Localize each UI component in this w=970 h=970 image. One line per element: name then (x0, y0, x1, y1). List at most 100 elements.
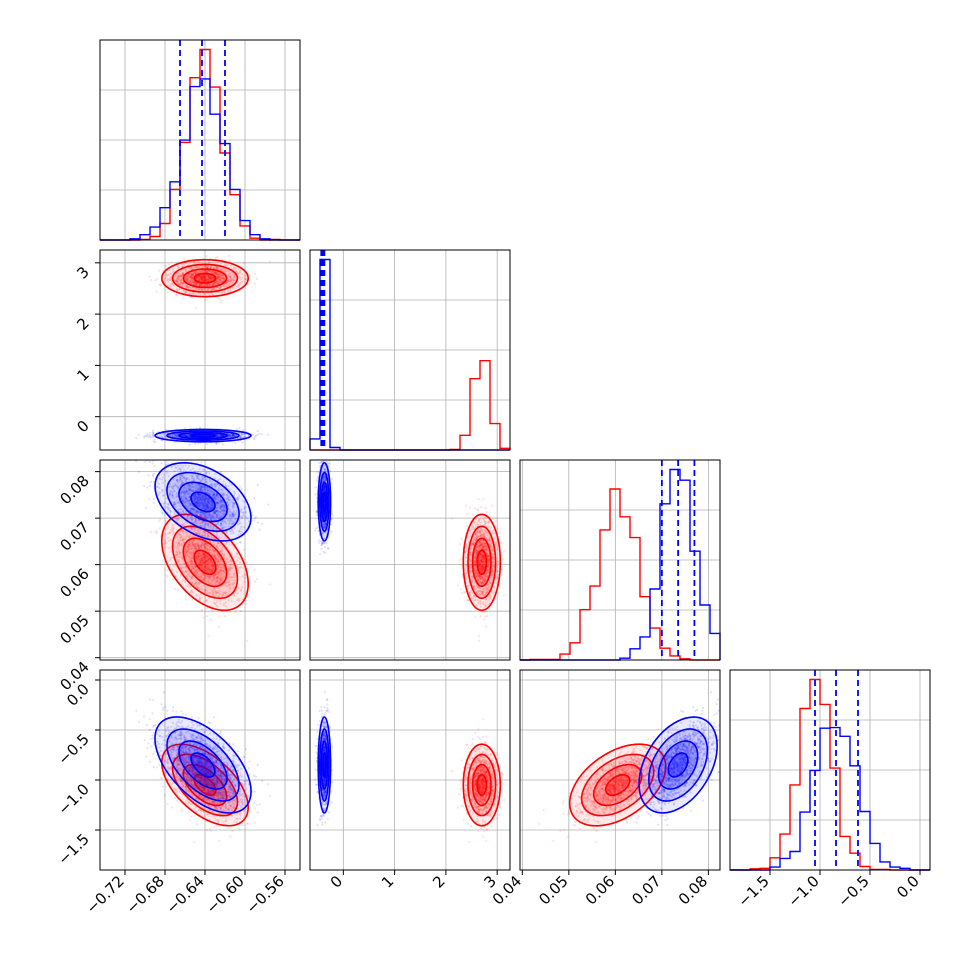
scatter-point (245, 278, 248, 281)
scatter-point (180, 282, 183, 285)
scatter-point (172, 269, 175, 272)
scatter-point (211, 609, 214, 613)
scatter-point (238, 275, 241, 278)
scatter-point (188, 276, 191, 279)
scatter-point (220, 277, 223, 280)
scatter-point (224, 283, 227, 286)
scatter-point (233, 267, 236, 270)
scatter-point (199, 283, 202, 286)
scatter-point (194, 271, 197, 274)
scatter-point (205, 255, 208, 258)
scatter-point (187, 285, 190, 289)
scatter-point (242, 548, 245, 551)
scatter-point (153, 438, 156, 441)
scatter-point (219, 268, 222, 271)
scatter-point (245, 561, 248, 564)
scatter-point (190, 276, 193, 279)
scatter-point (189, 279, 192, 282)
scatter-point (191, 281, 194, 284)
scatter-point (210, 278, 213, 281)
scatter-point (229, 278, 232, 281)
scatter-point (220, 299, 223, 302)
scatter-point (203, 279, 206, 282)
scatter-point (234, 610, 237, 613)
scatter-point (191, 272, 194, 275)
scatter-point (210, 269, 213, 272)
scatter-point (197, 276, 200, 279)
scatter-point (180, 277, 183, 280)
scatter-point (205, 615, 208, 618)
scatter-point (218, 281, 221, 284)
scatter-point (206, 607, 209, 610)
scatter-point (212, 288, 216, 291)
scatter-point (216, 273, 219, 277)
scatter-point (243, 278, 246, 282)
scatter-point (204, 278, 207, 281)
scatter-point (229, 275, 232, 278)
scatter-point (165, 574, 168, 577)
scatter-point (244, 558, 247, 562)
scatter-point (203, 276, 206, 280)
scatter-point (199, 276, 203, 279)
scatter-point (200, 276, 203, 279)
scatter-point (155, 529, 158, 532)
scatter-point (187, 275, 190, 278)
scatter-point (204, 265, 207, 268)
scatter-point (202, 274, 205, 277)
scatter-point (207, 289, 210, 292)
scatter-point (227, 254, 230, 257)
scatter-point (205, 283, 209, 286)
scatter-point (198, 276, 201, 279)
scatter-point (202, 276, 205, 279)
scatter-point (254, 434, 257, 437)
scatter-point (176, 588, 180, 591)
scatter-point (214, 283, 217, 286)
scatter-point (190, 287, 193, 290)
scatter-point (149, 481, 153, 484)
scatter-point (207, 278, 210, 281)
scatter-point (204, 298, 207, 301)
scatter-point (211, 270, 215, 273)
scatter-point (158, 269, 161, 272)
scatter-point (135, 436, 138, 440)
scatter-point (242, 429, 245, 432)
scatter-point (241, 273, 244, 276)
scatter-point (224, 615, 227, 618)
scatter-point (188, 443, 191, 446)
scatter-point (194, 272, 197, 275)
scatter-point (217, 275, 220, 278)
scatter-point (252, 519, 255, 522)
scatter-point (219, 277, 222, 280)
scatter-point (222, 276, 225, 280)
scatter-point (227, 279, 230, 282)
scatter-point (176, 275, 179, 278)
scatter-point (190, 280, 193, 283)
scatter-point (219, 263, 222, 266)
scatter-point (212, 266, 215, 270)
scatter-point (196, 278, 199, 281)
scatter-point (158, 283, 161, 286)
scatter-point (172, 578, 175, 581)
scatter-point (220, 274, 223, 277)
scatter-point (209, 266, 212, 269)
scatter-point (200, 288, 203, 291)
scatter-point (187, 275, 190, 278)
scatter-point (209, 265, 212, 268)
scatter-point (186, 276, 189, 279)
scatter-point (203, 276, 206, 279)
panel-3-0 (100, 670, 300, 870)
scatter-point (215, 272, 218, 275)
scatter-point (201, 278, 204, 281)
scatter-point (188, 280, 191, 283)
scatter-point (224, 269, 227, 272)
scatter-point (239, 281, 242, 285)
scatter-point (201, 278, 204, 281)
scatter-point (205, 289, 208, 292)
scatter-point (223, 291, 226, 295)
scatter-point (191, 279, 194, 282)
scatter-point (179, 282, 182, 285)
scatter-point (207, 279, 210, 282)
scatter-point (188, 286, 191, 289)
scatter-point (137, 433, 141, 436)
